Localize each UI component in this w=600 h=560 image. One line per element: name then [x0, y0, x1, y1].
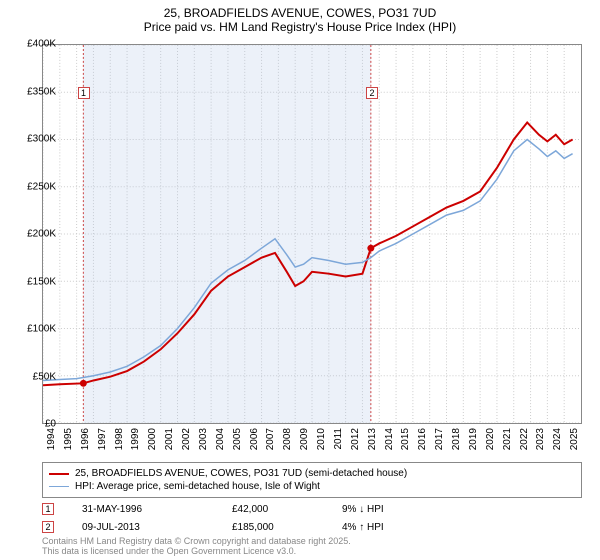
attribution-text: Contains HM Land Registry data © Crown c… [42, 536, 351, 556]
x-tick-label: 2011 [333, 428, 344, 450]
x-tick-label: 2004 [215, 428, 226, 450]
x-tick-label: 2022 [519, 428, 530, 450]
y-tick-label: £100K [27, 324, 56, 335]
legend-entry: HPI: Average price, semi-detached house,… [49, 480, 575, 493]
sale-marker-1: 1 [78, 87, 90, 99]
sale-marker-2: 2 [366, 87, 378, 99]
sales-row-date: 31-MAY-1996 [82, 504, 232, 515]
legend-swatch [49, 473, 69, 475]
x-tick-label: 2019 [468, 428, 479, 450]
x-tick-label: 2002 [181, 428, 192, 450]
x-tick-label: 2007 [265, 428, 276, 450]
y-tick-label: £200K [27, 229, 56, 240]
sales-row-price: £42,000 [232, 504, 342, 515]
legend-entry: 25, BROADFIELDS AVENUE, COWES, PO31 7UD … [49, 467, 575, 480]
x-tick-label: 1998 [114, 428, 125, 450]
y-tick-label: £150K [27, 276, 56, 287]
x-tick-label: 1994 [46, 428, 57, 450]
y-tick-label: £400K [27, 39, 56, 50]
y-tick-label: £300K [27, 134, 56, 145]
sales-row-price: £185,000 [232, 522, 342, 533]
x-tick-label: 2023 [535, 428, 546, 450]
chart-legend: 25, BROADFIELDS AVENUE, COWES, PO31 7UD … [42, 462, 582, 498]
sale-dot-2 [367, 245, 374, 252]
y-tick-label: £350K [27, 86, 56, 97]
x-tick-label: 2000 [147, 428, 158, 450]
x-tick-label: 2018 [451, 428, 462, 450]
x-tick-label: 2008 [282, 428, 293, 450]
legend-label: HPI: Average price, semi-detached house,… [75, 481, 320, 492]
x-tick-label: 1997 [97, 428, 108, 450]
x-tick-label: 2001 [164, 428, 175, 450]
chart-plot-area: 12 [42, 44, 582, 424]
sales-row: 1 31-MAY-1996£42,0009% ↓ HPI [42, 500, 582, 518]
x-tick-label: 1995 [63, 428, 74, 450]
y-tick-label: £250K [27, 181, 56, 192]
title-subtitle: Price paid vs. HM Land Registry's House … [0, 20, 600, 34]
legend-label: 25, BROADFIELDS AVENUE, COWES, PO31 7UD … [75, 468, 407, 479]
x-tick-label: 2024 [552, 428, 563, 450]
x-tick-label: 2013 [367, 428, 378, 450]
sales-row-pct: 9% ↓ HPI [342, 504, 452, 515]
title-address: 25, BROADFIELDS AVENUE, COWES, PO31 7UD [0, 6, 600, 20]
x-tick-label: 2025 [569, 428, 580, 450]
sale-dot-1 [80, 380, 87, 387]
x-tick-label: 2017 [434, 428, 445, 450]
sales-row-pct: 4% ↑ HPI [342, 522, 452, 533]
x-tick-label: 2020 [485, 428, 496, 450]
x-tick-label: 2021 [502, 428, 513, 450]
chart-svg [43, 45, 581, 423]
sales-row-marker: 2 [42, 521, 54, 533]
sales-table: 1 31-MAY-1996£42,0009% ↓ HPI 2 09-JUL-2013£… [42, 500, 582, 536]
x-tick-label: 2006 [249, 428, 260, 450]
x-tick-label: 2005 [232, 428, 243, 450]
x-tick-label: 2003 [198, 428, 209, 450]
sales-row-marker: 1 [42, 503, 54, 515]
sales-row-date: 09-JUL-2013 [82, 522, 232, 533]
chart-title: 25, BROADFIELDS AVENUE, COWES, PO31 7UD … [0, 0, 600, 38]
x-tick-label: 2016 [417, 428, 428, 450]
x-tick-label: 2014 [384, 428, 395, 450]
y-tick-label: £50K [33, 371, 56, 382]
attribution-line1: Contains HM Land Registry data © Crown c… [42, 536, 351, 546]
sales-row: 2 09-JUL-2013£185,0004% ↑ HPI [42, 518, 582, 536]
x-tick-label: 2012 [350, 428, 361, 450]
x-tick-label: 1996 [80, 428, 91, 450]
x-tick-label: 2009 [299, 428, 310, 450]
attribution-line2: This data is licensed under the Open Gov… [42, 546, 351, 556]
x-tick-label: 1999 [130, 428, 141, 450]
legend-swatch [49, 486, 69, 487]
x-tick-label: 2010 [316, 428, 327, 450]
x-tick-label: 2015 [400, 428, 411, 450]
